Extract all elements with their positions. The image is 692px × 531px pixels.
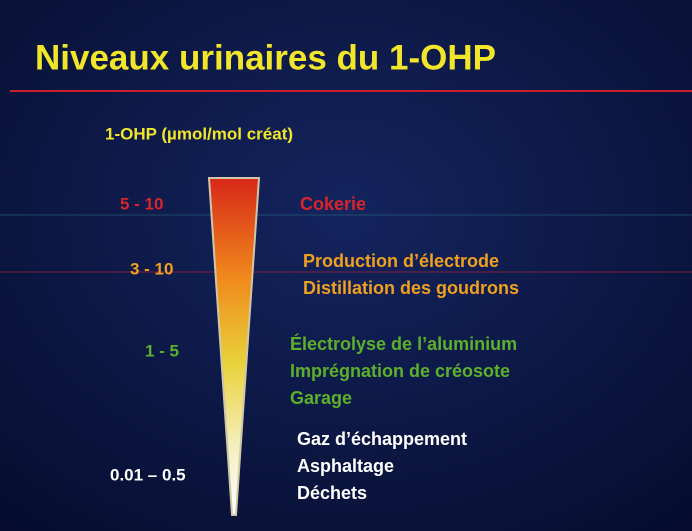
level-source: Distillation des goudrons bbox=[303, 278, 519, 298]
levels: 5 - 10 Cokerie 3 - 10 Production d’électrod… bbox=[110, 194, 519, 503]
gradient-triangle bbox=[207, 177, 261, 516]
level-source: Déchets bbox=[297, 483, 367, 503]
level-source: Production d’électrode bbox=[303, 251, 499, 271]
level-range: 5 - 10 bbox=[120, 194, 163, 213]
level-range: 0.01 – 0.5 bbox=[110, 465, 186, 484]
level-source: Garage bbox=[290, 388, 352, 408]
level-source: Gaz d’échappement bbox=[297, 429, 467, 449]
level-source: Cokerie bbox=[300, 194, 366, 214]
subtitle: 1-OHP (µmol/mol créat) bbox=[105, 124, 293, 143]
level-range: 1 - 5 bbox=[145, 341, 179, 360]
level-range: 3 - 10 bbox=[130, 259, 173, 278]
slide-title: Niveaux urinaires du 1-OHP bbox=[35, 38, 496, 77]
level-source: Imprégnation de créosote bbox=[290, 361, 510, 381]
level-source: Asphaltage bbox=[297, 456, 394, 476]
level-source: Électrolyse de l’aluminium bbox=[290, 333, 517, 354]
